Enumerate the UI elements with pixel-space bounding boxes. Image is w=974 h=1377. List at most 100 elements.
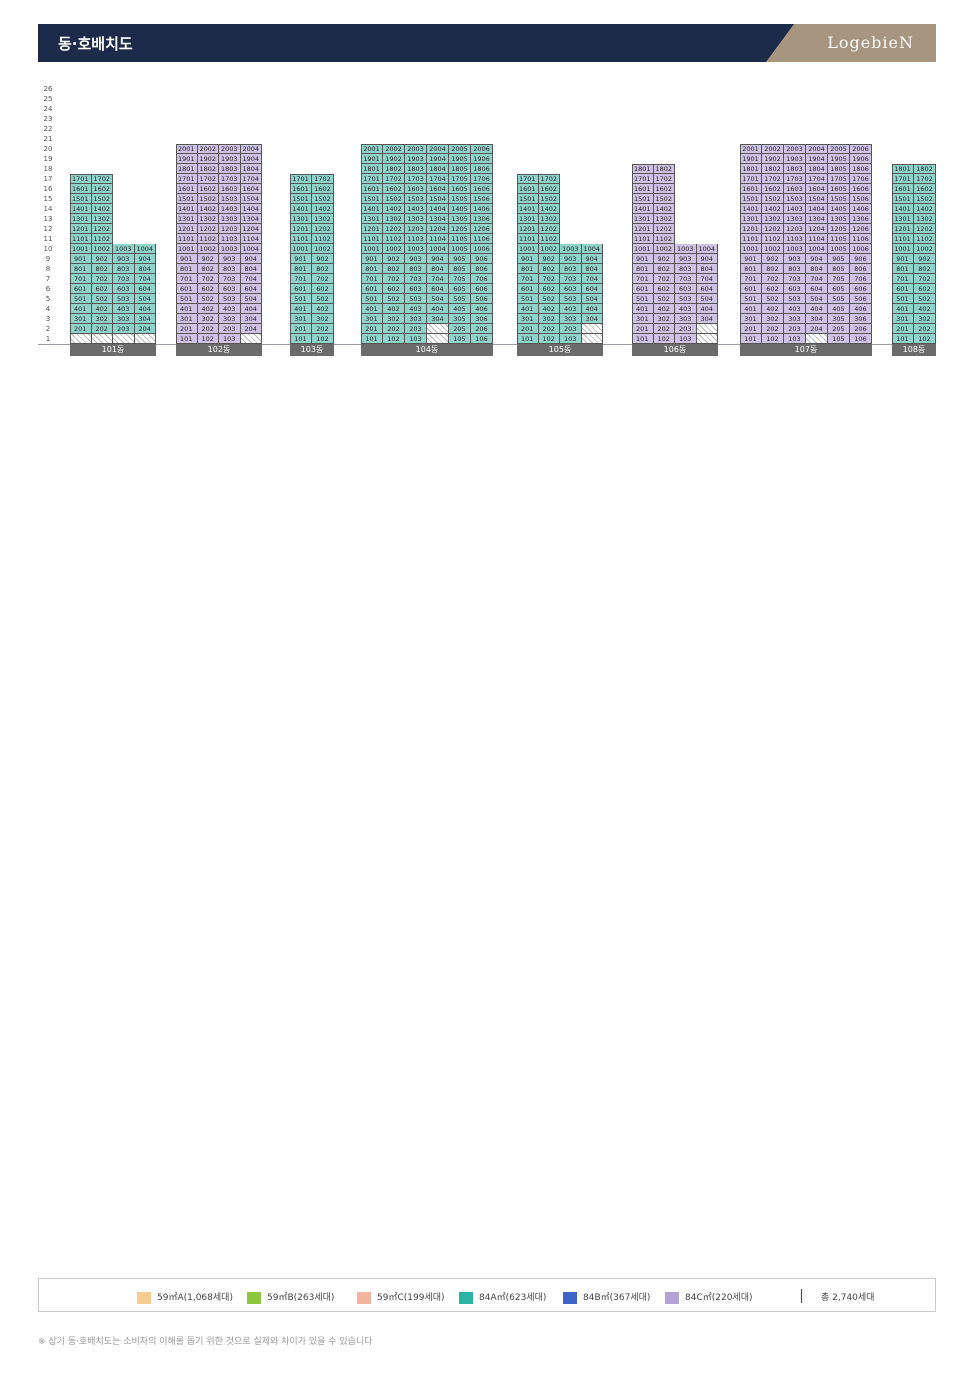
unit-cell: 1301 [517, 214, 539, 224]
unit-cell: 805 [828, 264, 850, 274]
unit-cell: 1104 [806, 234, 828, 244]
unit-cell: 401 [517, 304, 539, 314]
unit-cell: 602 [914, 284, 936, 294]
unit-cell: 301 [70, 314, 92, 324]
unit-cell: 2006 [850, 144, 872, 154]
unit-cell: 403 [219, 304, 241, 314]
unit-cell: 1101 [361, 234, 383, 244]
unit-cell: 203 [784, 324, 806, 334]
unit-cell: 1702 [197, 174, 219, 184]
building-label: 106동 [632, 344, 718, 356]
unit-cell: 1401 [517, 204, 539, 214]
unit-cell: 1202 [914, 224, 936, 234]
unit-cell: 1802 [762, 164, 784, 174]
unit-cell: 705 [449, 274, 471, 284]
unit-cell: 701 [740, 274, 762, 284]
unit-cell: 1401 [632, 204, 654, 214]
unit-cell: 802 [653, 264, 675, 274]
unit-cell: 1501 [361, 194, 383, 204]
unit-cell: 902 [91, 254, 113, 264]
unit-cell: 1701 [892, 174, 914, 184]
void-unit [806, 334, 828, 344]
unit-cell: 101 [740, 334, 762, 344]
unit-cell: 1701 [517, 174, 539, 184]
page-title: 동·호배치도 [58, 35, 133, 53]
legend-label: 59㎡A(1,068세대) [157, 1293, 233, 1303]
unit-cell: 1902 [197, 154, 219, 164]
unit-cell: 1602 [914, 184, 936, 194]
building-frame [361, 144, 493, 344]
floor-label: 7 [45, 275, 51, 283]
unit-cell: 1001 [290, 244, 312, 254]
unit-cell: 501 [70, 294, 92, 304]
unit-cell: 903 [405, 254, 427, 264]
unit-cell: 1302 [538, 214, 560, 224]
unit-cell: 301 [290, 314, 312, 324]
unit-cell: 2002 [197, 144, 219, 154]
unit-cell: 1204 [806, 224, 828, 234]
unit-cell: 1401 [361, 204, 383, 214]
unit-cell: 1801 [632, 164, 654, 174]
unit-cell: 501 [892, 294, 914, 304]
unit-cell: 1001 [740, 244, 762, 254]
unit-cell: 1603 [405, 184, 427, 194]
unit-cell: 505 [828, 294, 850, 304]
unit-cell: 1101 [176, 234, 198, 244]
unit-cell: 1501 [290, 194, 312, 204]
unit-cell: 1602 [653, 184, 675, 194]
floor-label: 20 [43, 145, 53, 153]
unit-cell: 201 [70, 324, 92, 334]
unit-cell: 102 [383, 334, 405, 344]
unit-cell: 1301 [176, 214, 198, 224]
unit-cell: 1001 [892, 244, 914, 254]
unit-cell: 1101 [517, 234, 539, 244]
building-frame [740, 144, 872, 344]
void-unit [427, 334, 449, 344]
unit-cell: 1403 [219, 204, 241, 214]
void-unit [581, 324, 603, 334]
unit-cell: 905 [449, 254, 471, 264]
unit-cell: 1102 [197, 234, 219, 244]
unit-cell: 604 [806, 284, 828, 294]
unit-cell: 101 [290, 334, 312, 344]
unit-cell: 804 [581, 264, 603, 274]
unit-cell: 102 [762, 334, 784, 344]
unit-cell: 401 [176, 304, 198, 314]
unit-cell: 702 [762, 274, 784, 284]
unit-cell: 1302 [762, 214, 784, 224]
void-unit [240, 334, 262, 344]
unit-cell: 302 [312, 314, 334, 324]
floor-label: 25 [43, 95, 53, 103]
unit-cell: 1001 [632, 244, 654, 254]
unit-cell: 1203 [405, 224, 427, 234]
unit-cell: 603 [405, 284, 427, 294]
unit-cell: 301 [740, 314, 762, 324]
unit-cell: 604 [240, 284, 262, 294]
unit-cell: 803 [784, 264, 806, 274]
unit-cell: 1701 [176, 174, 198, 184]
unit-cell: 1605 [828, 184, 850, 194]
unit-cell: 101 [892, 334, 914, 344]
unit-cell: 1302 [914, 214, 936, 224]
unit-cell: 1605 [449, 184, 471, 194]
unit-cell: 702 [914, 274, 936, 284]
unit-cell: 1005 [449, 244, 471, 254]
unit-cell: 1201 [517, 224, 539, 234]
building-frame [70, 174, 113, 344]
unit-cell: 901 [740, 254, 762, 264]
unit-cell: 1004 [696, 244, 718, 254]
unit-cell: 1502 [91, 194, 113, 204]
unit-cell: 503 [784, 294, 806, 304]
unit-cell: 302 [383, 314, 405, 324]
floor-label: 26 [43, 85, 53, 93]
void-unit [113, 334, 135, 344]
unit-cell: 1401 [892, 204, 914, 214]
unit-cell: 1601 [176, 184, 198, 194]
unit-cell: 1003 [675, 244, 697, 254]
unit-cell: 503 [560, 294, 582, 304]
unit-cell: 1204 [427, 224, 449, 234]
unit-cell: 401 [892, 304, 914, 314]
unit-cell: 304 [581, 314, 603, 324]
unit-cell: 1502 [197, 194, 219, 204]
unit-cell: 1303 [219, 214, 241, 224]
